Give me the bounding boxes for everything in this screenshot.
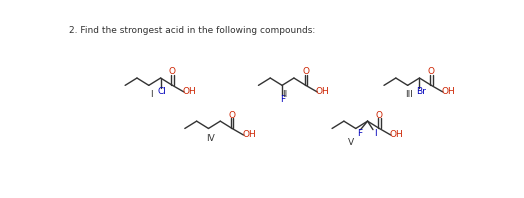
Text: OH: OH [389, 130, 403, 139]
Text: OH: OH [315, 87, 330, 96]
Text: O: O [428, 67, 435, 76]
Text: III: III [405, 90, 412, 99]
Text: F: F [357, 129, 363, 138]
Text: I: I [150, 90, 152, 99]
Text: O: O [376, 110, 383, 120]
Text: Br: Br [416, 87, 426, 96]
Text: OH: OH [242, 130, 256, 139]
Text: Cl: Cl [158, 87, 167, 96]
Text: F: F [280, 95, 286, 104]
Text: IV: IV [206, 134, 215, 143]
Text: 2. Find the strongest acid in the following compounds:: 2. Find the strongest acid in the follow… [69, 26, 315, 35]
Text: O: O [228, 110, 236, 120]
Text: OH: OH [182, 87, 196, 96]
Text: I: I [374, 129, 377, 138]
Text: OH: OH [441, 87, 455, 96]
Text: O: O [169, 67, 176, 76]
Text: V: V [347, 138, 354, 147]
Text: O: O [302, 67, 309, 76]
Text: II: II [282, 90, 287, 99]
